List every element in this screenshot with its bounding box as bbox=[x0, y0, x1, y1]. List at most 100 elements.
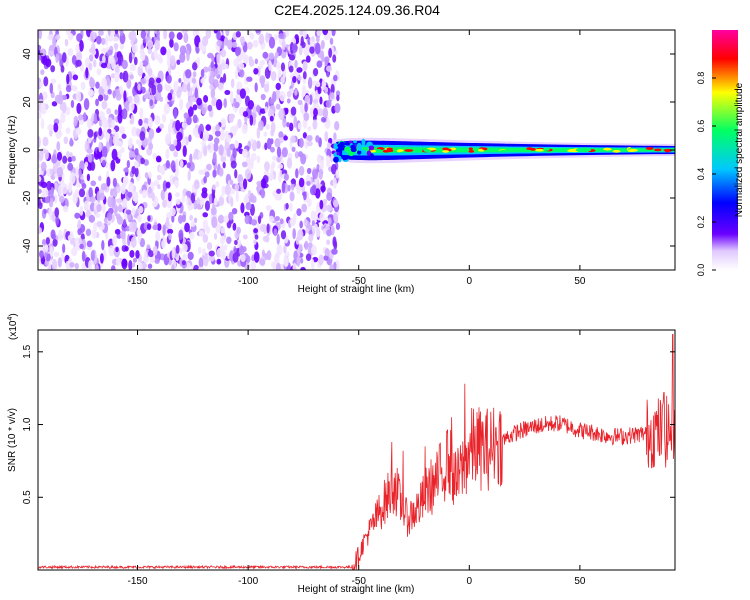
heatmap-noise-cell bbox=[222, 73, 227, 83]
heatmap-noise-cell bbox=[219, 235, 226, 245]
heatmap-y-tick-label: 20 bbox=[22, 96, 33, 108]
heatmap-noise-cell bbox=[117, 150, 122, 160]
heatmap-noise-cell bbox=[175, 119, 181, 132]
heatmap-noise-cell bbox=[88, 187, 93, 198]
heatmap-noise-cell bbox=[40, 69, 45, 76]
heatmap-noise-cell bbox=[155, 155, 162, 162]
heatmap-noise-cell bbox=[243, 195, 250, 204]
heatmap-noise-cell bbox=[197, 246, 202, 255]
heatmap-noise-cell bbox=[327, 217, 332, 225]
heatmap-noise-cell bbox=[79, 39, 84, 52]
heatmap-noise-cell bbox=[178, 77, 182, 84]
heatmap-band-core bbox=[567, 149, 577, 153]
heatmap-noise-cell bbox=[253, 251, 260, 263]
heatmap-band-blob bbox=[353, 140, 357, 144]
heatmap-noise-cell bbox=[178, 229, 184, 241]
heatmap-noise-cell bbox=[330, 83, 335, 95]
heatmap-noise-cell bbox=[112, 186, 118, 199]
heatmap-noise-cell bbox=[289, 217, 296, 227]
heatmap-noise-cell bbox=[105, 121, 109, 129]
heatmap-noise-cell bbox=[234, 46, 241, 57]
heatmap-noise-cell bbox=[201, 190, 208, 199]
heatmap-noise-cell bbox=[127, 191, 133, 198]
heatmap-noise-cell bbox=[155, 77, 162, 84]
heatmap-noise-cell bbox=[112, 128, 116, 136]
heatmap-noise-cell bbox=[57, 229, 63, 242]
heatmap-x-tick-label: 0 bbox=[467, 276, 473, 287]
heatmap-noise-cell bbox=[96, 203, 102, 213]
heatmap-band-core bbox=[468, 147, 473, 151]
heatmap-noise-cell bbox=[98, 127, 103, 137]
heatmap-noise-cell bbox=[67, 156, 73, 163]
heatmap-noise-cell bbox=[213, 137, 220, 145]
heatmap-noise-cell bbox=[161, 239, 166, 249]
heatmap-noise-cell bbox=[56, 151, 63, 161]
heatmap-noise-cell bbox=[61, 183, 68, 195]
heatmap-noise-cell bbox=[115, 213, 121, 221]
heatmap-noise-cell bbox=[165, 160, 171, 169]
heatmap-noise-cell bbox=[276, 188, 281, 194]
heatmap-noise-cell bbox=[165, 133, 172, 145]
heatmap-noise-cell bbox=[273, 228, 278, 237]
heatmap-noise-cell bbox=[119, 126, 126, 135]
heatmap-noise-cell bbox=[315, 35, 320, 43]
heatmap-noise-cell bbox=[111, 119, 116, 129]
heatmap-noise-cell bbox=[257, 66, 261, 77]
heatmap-noise-cell bbox=[129, 250, 135, 258]
heatmap-noise-cell bbox=[181, 243, 188, 253]
heatmap-noise-cell bbox=[107, 30, 111, 37]
heatmap-noise-cell bbox=[91, 229, 97, 239]
heatmap-noise-cell bbox=[169, 55, 176, 67]
heatmap-noise-cell bbox=[173, 139, 178, 147]
heatmap-noise-cell bbox=[274, 215, 280, 222]
heatmap-noise-cell bbox=[326, 155, 331, 165]
heatmap-noise-cell bbox=[286, 251, 290, 258]
heatmap-noise-cell bbox=[312, 169, 318, 180]
heatmap-noise-cell bbox=[220, 58, 226, 70]
heatmap-noise-cell bbox=[161, 113, 167, 123]
heatmap-noise-cell bbox=[50, 65, 56, 73]
colorbar: 0.0 0.2 0.4 0.6 0.8 Normalized spectral ampl… bbox=[696, 30, 745, 276]
heatmap-noise-cell bbox=[88, 89, 95, 97]
heatmap-noise-cell bbox=[167, 123, 172, 135]
heatmap-noise-cell bbox=[148, 128, 155, 140]
heatmap-noise-cell bbox=[314, 42, 321, 55]
heatmap-noise-cell bbox=[207, 104, 213, 112]
heatmap-noise-cell bbox=[61, 101, 67, 114]
heatmap-noise-cell bbox=[170, 160, 176, 172]
heatmap-noise-cell bbox=[232, 147, 237, 159]
heatmap-noise-cell bbox=[265, 205, 272, 211]
heatmap-noise-cell bbox=[228, 113, 236, 119]
heatmap-noise-cell bbox=[98, 86, 105, 97]
heatmap-noise-cell bbox=[226, 147, 231, 158]
snr-y-tick-label: 1.5 bbox=[22, 344, 33, 358]
heatmap-noise-cell bbox=[295, 37, 299, 44]
heatmap-noise-cell bbox=[38, 136, 41, 148]
heatmap-noise-cell bbox=[198, 266, 205, 270]
heatmap-noise-cell bbox=[130, 114, 135, 123]
heatmap-noise-cell bbox=[190, 220, 196, 228]
heatmap-band-core bbox=[442, 147, 449, 151]
heatmap-noise-cell bbox=[45, 58, 52, 68]
heatmap-noise-cell bbox=[294, 151, 299, 159]
heatmap-noise-cell bbox=[98, 94, 104, 102]
heatmap-noise-cell bbox=[147, 250, 154, 258]
heatmap-noise-cell bbox=[79, 243, 84, 250]
heatmap-noise-cell bbox=[110, 188, 114, 197]
heatmap-noise-cell bbox=[93, 59, 97, 68]
heatmap-noise-cell bbox=[301, 84, 306, 94]
heatmap-noise-cell bbox=[67, 162, 74, 172]
heatmap-noise-cell bbox=[328, 30, 332, 38]
heatmap-noise-cell bbox=[229, 90, 234, 103]
heatmap-noise-cell bbox=[88, 214, 96, 223]
heatmap-noise-cell bbox=[217, 82, 224, 92]
heatmap-noise-cell bbox=[293, 115, 298, 128]
heatmap-noise-cell bbox=[201, 248, 206, 256]
heatmap-noise-cell bbox=[107, 88, 112, 95]
heatmap-noise-cell bbox=[107, 196, 113, 208]
heatmap-noise-cell bbox=[329, 264, 335, 270]
heatmap-noise-cell bbox=[77, 219, 82, 229]
heatmap-noise-cell bbox=[152, 152, 158, 160]
heatmap-noise-cell bbox=[176, 131, 183, 142]
